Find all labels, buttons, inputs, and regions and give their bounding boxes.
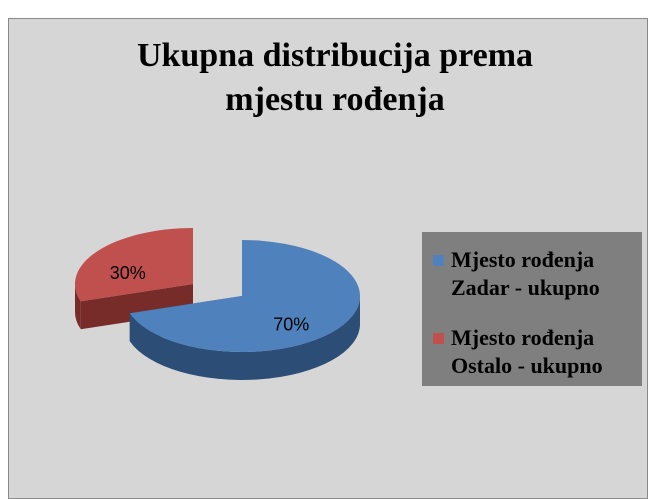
legend-label: Mjesto rođenja Ostalo - ukupno <box>451 325 603 378</box>
legend-swatch <box>433 255 444 266</box>
data-label: 30% <box>110 263 146 283</box>
slice <box>74 228 193 302</box>
slice <box>129 240 360 353</box>
legend: Mjesto rođenja Zadar - ukupno Mjesto rođe… <box>422 232 642 386</box>
slice-cut-face <box>80 284 193 330</box>
slice-side <box>129 296 360 381</box>
legend-label: Mjesto rođenja Zadar - ukupno <box>451 247 600 300</box>
legend-swatch <box>433 333 444 344</box>
chart-title: Ukupna distribucija prema mjestu rođenja <box>136 37 534 118</box>
data-label: 70% <box>273 314 309 334</box>
slice-side <box>75 284 81 330</box>
